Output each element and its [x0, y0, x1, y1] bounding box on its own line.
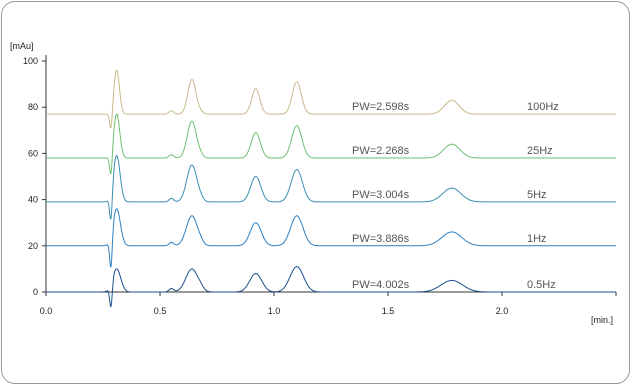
x-tick-label: 1.0	[268, 306, 281, 316]
x-tick-label: 2.0	[496, 306, 509, 316]
y-tick-label: 100	[23, 56, 38, 66]
frequency-label: 5Hz	[527, 189, 547, 201]
x-tick-label: 0.5	[154, 306, 167, 316]
y-unit-label: [mAu]	[10, 41, 34, 51]
y-tick-label: 0	[33, 287, 38, 297]
frequency-label: 1Hz	[527, 233, 547, 245]
trace-0_5Hz	[46, 266, 616, 308]
frequency-label: 25Hz	[527, 145, 553, 157]
pw-label: PW=2.268s	[352, 145, 410, 157]
trace-100Hz	[46, 69, 616, 129]
y-tick-label: 60	[28, 148, 38, 158]
x-tick-label: 0.0	[40, 306, 53, 316]
frequency-label: 100Hz	[527, 101, 559, 113]
pw-label: PW=3.004s	[352, 189, 410, 201]
y-tick-label: 80	[28, 102, 38, 112]
trace-25Hz	[46, 113, 616, 175]
x-tick-label: 1.5	[382, 306, 395, 316]
trace-1Hz	[46, 208, 616, 268]
y-tick-label: 20	[28, 241, 38, 251]
pw-label: PW=3.886s	[352, 233, 410, 245]
pw-label: PW=4.002s	[352, 279, 410, 291]
pw-label: PW=2.598s	[352, 101, 410, 113]
trace-5Hz	[46, 154, 616, 220]
y-tick-label: 40	[28, 195, 38, 205]
x-unit-label: [min.]	[591, 315, 613, 325]
frequency-label: 0.5Hz	[527, 279, 556, 291]
